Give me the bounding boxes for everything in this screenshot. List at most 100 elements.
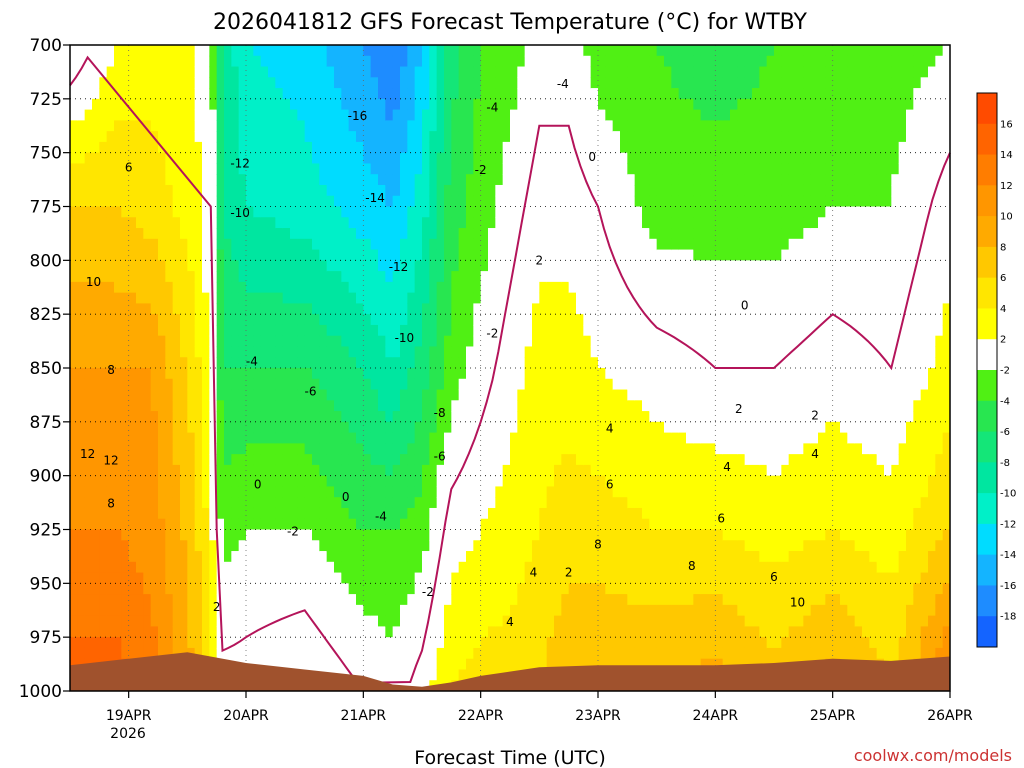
temperature-cell [84,421,93,434]
temperature-cell [150,561,159,574]
temperature-cell [238,368,247,380]
temperature-cell [634,303,643,315]
temperature-cell [671,120,680,132]
temperature-cell [444,217,452,229]
temperature-cell [128,271,137,283]
temperature-cell [77,152,86,165]
temperature-cell [451,658,460,671]
temperature-cell [319,400,328,412]
temperature-cell [99,421,108,434]
temperature-cell [268,604,276,617]
temperature-cell [275,109,284,121]
temperature-cell [106,66,115,78]
temperature-cell [400,368,408,380]
temperature-cell [502,572,511,584]
temperature-cell [106,260,115,272]
temperature-cell [282,604,291,617]
temperature-cell [77,378,86,391]
temperature-cell [671,303,680,315]
temperature-cell [158,389,166,401]
temperature-cell [202,238,210,251]
temperature-cell [605,529,614,541]
temperature-cell [297,540,306,552]
temperature-cell [319,141,328,154]
temperature-cell [326,174,335,186]
temperature-cell [136,260,144,272]
temperature-cell [136,77,144,89]
temperature-cell [678,195,687,208]
temperature-cell [480,249,489,261]
temperature-cell [392,184,401,197]
temperature-cell [356,55,364,68]
temperature-cell [429,184,438,197]
temperature-cell [627,346,636,358]
temperature-cell [253,464,262,477]
temperature-cell [671,98,680,111]
temperature-cell [502,324,511,337]
temperature-cell [216,303,225,315]
temperature-cell [422,604,430,617]
temperature-cell [348,174,357,186]
temperature-cell [451,109,460,121]
temperature-cell [656,615,665,627]
temperature-cell [172,368,181,380]
temperature-cell [451,669,460,681]
temperature-cell [598,604,606,617]
temperature-cell [268,217,276,229]
temperature-cell [348,454,357,466]
temperature-cell [444,647,452,660]
temperature-cell [627,120,636,132]
temperature-cell [561,475,570,488]
temperature-cell [363,292,372,304]
temperature-cell [422,249,430,261]
temperature-cell [180,432,188,444]
temperature-cell [561,131,570,143]
temperature-cell [436,432,445,444]
temperature-cell [612,637,621,649]
temperature-cell [392,389,401,401]
temperature-cell [627,174,636,186]
temperature-cell [429,77,438,89]
temperature-cell [304,109,313,121]
temperature-cell [488,572,496,584]
temperature-cell [268,529,276,541]
temperature-cell [209,486,218,498]
temperature-cell [583,432,592,444]
temperature-cell [451,152,460,165]
temperature-cell [656,421,665,434]
temperature-cell [180,594,188,606]
temperature-cell [363,195,372,208]
temperature-cell [392,55,401,68]
temperature-cell [532,551,540,563]
temperature-cell [532,45,540,57]
temperature-cell [187,217,196,229]
temperature-cell [385,195,394,208]
temperature-cell [627,486,636,498]
temperature-cell [312,281,320,294]
temperature-cell [158,594,166,606]
temperature-cell [348,271,357,283]
temperature-cell [436,120,445,132]
temperature-cell [290,228,298,240]
temperature-cell [319,475,328,488]
temperature-cell [70,141,78,154]
temperature-cell [238,141,247,154]
temperature-cell [598,260,606,272]
temperature-cell [290,195,298,208]
temperature-cell [150,464,159,477]
temperature-cell [77,454,86,466]
temperature-cell [334,540,342,552]
temperature-cell [656,540,665,552]
temperature-cell [400,217,408,229]
temperature-cell [378,271,386,283]
temperature-cell [275,432,284,444]
temperature-cell [99,551,108,563]
temperature-cell [194,432,203,444]
temperature-cell [363,281,372,294]
temperature-cell [268,55,276,68]
temperature-cell [231,66,240,78]
temperature-cell [326,389,335,401]
temperature-cell [356,66,364,78]
temperature-cell [363,669,372,681]
temperature-cell [319,249,328,261]
